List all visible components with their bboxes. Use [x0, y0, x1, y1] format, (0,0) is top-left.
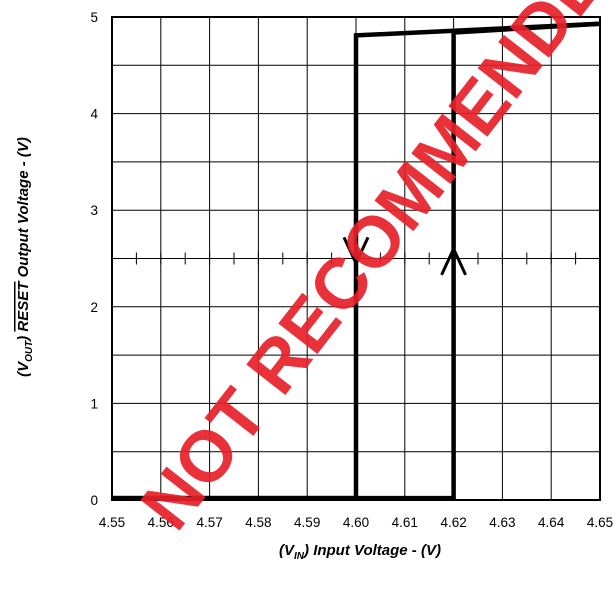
y-tick-labels: 0 1 2 3 4 5	[90, 10, 98, 508]
x-tick-labels: 4.55 4.56 4.57 4.58 4.59 4.60 4.61 4.62 4.63 4.64…	[99, 515, 613, 530]
x-tick-label: 4.59	[294, 515, 320, 530]
arrow-down-icon	[342, 236, 370, 267]
x-axis-label: (VIN) Input Voltage - (V)	[279, 542, 441, 562]
x-tick-label: 4.60	[343, 515, 369, 530]
y-tick-label: 0	[90, 493, 98, 508]
y-tick-label: 3	[90, 203, 98, 218]
y-axis-label: (VOUT) RESET Output Voltage - (V)	[15, 137, 35, 377]
x-tick-label: 4.56	[148, 515, 174, 530]
watermark: NOT RECOMMENDED	[126, 0, 616, 544]
x-tick-label: 4.64	[538, 515, 565, 530]
x-tick-label: 4.58	[245, 515, 271, 530]
y-tick-label: 4	[90, 107, 98, 122]
y-tick-label: 2	[90, 300, 98, 315]
x-tick-label: 4.55	[99, 515, 125, 530]
x-tick-label: 4.62	[440, 515, 466, 530]
x-tick-label: 4.61	[392, 515, 418, 530]
plot-frame	[111, 16, 601, 501]
x-tick-label: 4.65	[587, 515, 613, 530]
arrow-up-icon	[440, 245, 467, 276]
y-tick-label: 1	[90, 396, 98, 411]
y-tick-label: 5	[90, 10, 98, 25]
direction-arrows	[342, 236, 467, 276]
x-tick-label: 4.57	[196, 515, 222, 530]
x-tick-label: 4.63	[489, 515, 515, 530]
